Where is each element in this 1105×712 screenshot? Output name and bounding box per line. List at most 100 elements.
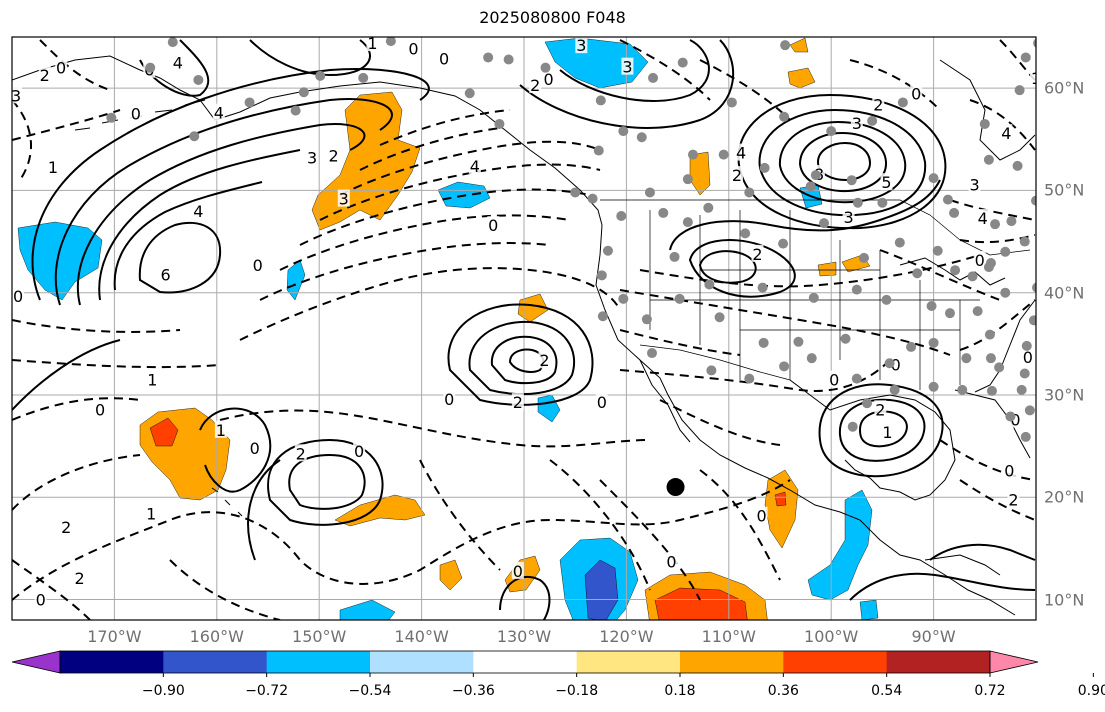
colorbar-cell	[163, 651, 268, 673]
station-marker	[1014, 85, 1025, 96]
east-coast	[974, 299, 1036, 393]
shade-red-hawaii	[149, 417, 179, 447]
colorbar-tick-label: −0.72	[245, 683, 289, 699]
longitude-label: 140°W	[394, 627, 449, 646]
contour-label-bg	[12, 86, 23, 104]
contour-label: 3	[11, 86, 21, 105]
contour-label: 2	[530, 76, 540, 95]
station-marker	[780, 40, 791, 51]
station-marker	[1019, 236, 1030, 247]
contour-label-bg	[251, 256, 264, 274]
contour-dashed	[12, 319, 181, 333]
contour-solid	[267, 438, 384, 526]
colorbar-tick-label: −0.18	[555, 683, 599, 699]
station-marker	[244, 97, 255, 108]
contour-label-bg	[751, 244, 764, 262]
contour-label-bg	[842, 208, 855, 226]
contour-label-bg	[337, 189, 350, 207]
contour-dashed	[959, 234, 1036, 244]
station-marker	[682, 217, 693, 228]
contour-label-bg	[212, 103, 225, 121]
contour-label-bg	[407, 39, 420, 57]
contour-dashed	[12, 479, 791, 601]
contour-label: 3	[844, 208, 854, 227]
station-marker	[858, 252, 869, 263]
contour-label: 1	[367, 34, 377, 53]
station-marker	[819, 218, 830, 229]
station-marker	[658, 207, 669, 218]
latitude-label: 50°N	[1044, 180, 1085, 200]
station-marker	[928, 381, 939, 392]
contour-label-bg	[511, 393, 524, 411]
station-marker	[984, 329, 995, 340]
contour-solid	[519, 39, 734, 129]
station-marker	[677, 57, 688, 68]
station-marker	[602, 245, 613, 256]
station-marker	[636, 132, 647, 143]
contour-label: 2	[875, 400, 885, 419]
contour-dashed	[12, 99, 33, 181]
station-marker	[106, 112, 117, 123]
station-marker	[189, 131, 200, 142]
station-marker	[928, 337, 939, 348]
contour-label-bg	[968, 175, 981, 193]
contour-solid	[778, 120, 907, 204]
station-marker	[994, 362, 1005, 373]
contour-dashed	[379, 109, 511, 146]
contour-label-bg	[248, 439, 261, 457]
shade-orange-small-a	[789, 37, 809, 53]
station-marker	[618, 293, 629, 304]
contour-dashed	[39, 39, 111, 91]
station-marker	[315, 70, 326, 81]
station-marker	[758, 337, 769, 348]
station-marker	[906, 341, 917, 352]
contour-label: 3	[622, 58, 632, 77]
contour-dashed	[12, 454, 141, 511]
station-marker	[942, 194, 953, 205]
station-marker	[967, 271, 978, 282]
storm-center-marker	[666, 478, 685, 497]
contour-label: 4	[736, 144, 746, 163]
contour-label-bg	[621, 57, 634, 75]
contour-label: 0	[408, 39, 418, 58]
contour-solid	[138, 221, 222, 294]
contour-label-bg	[443, 390, 456, 408]
contour-label: 2	[74, 569, 84, 588]
station-marker	[1032, 282, 1036, 293]
station-marker	[847, 421, 858, 432]
shade-cyan-western	[17, 221, 103, 301]
station-marker	[587, 193, 598, 204]
contour-label: 0	[13, 287, 23, 306]
contour-dashed	[219, 409, 651, 448]
contour-label-bg	[1000, 124, 1013, 142]
station-marker	[570, 187, 581, 198]
colorbar-tick-label: −0.36	[451, 683, 495, 699]
contour-dashed	[959, 299, 1036, 351]
gridlines	[12, 37, 1036, 620]
contour-label-bg	[73, 569, 86, 587]
contour-solid	[490, 335, 558, 385]
contour-solid	[249, 39, 371, 77]
station-marker	[714, 312, 725, 323]
contour-label: 2	[1008, 490, 1018, 509]
station-marker	[881, 294, 892, 305]
latitude-label: 10°N	[1044, 590, 1085, 610]
station-marker	[1024, 405, 1035, 416]
station-marker	[985, 353, 996, 364]
contour-label-bg	[575, 37, 588, 54]
station-marker	[618, 126, 629, 137]
contour-solid	[98, 149, 301, 301]
baja	[639, 359, 691, 443]
station-marker	[597, 311, 608, 322]
contour-label-bg	[146, 370, 159, 388]
station-marker	[990, 219, 1001, 230]
station-marker	[805, 181, 816, 192]
contour-label: 2	[752, 245, 762, 264]
station-marker	[983, 154, 994, 165]
contour-label-bg	[214, 420, 227, 438]
station-marker	[744, 373, 755, 384]
contour-label-bg	[828, 370, 841, 388]
contour-label-bg	[159, 265, 172, 283]
contour-solid	[54, 98, 393, 306]
